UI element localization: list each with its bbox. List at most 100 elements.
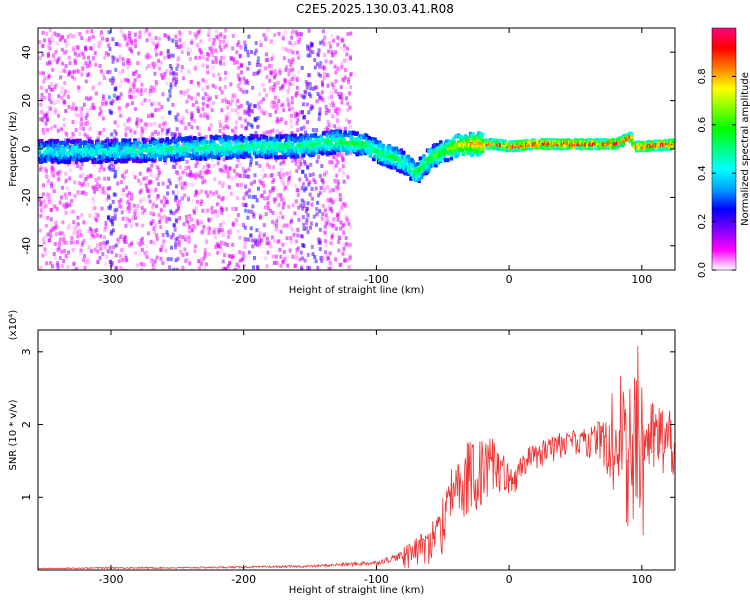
noise-speckle	[290, 42, 294, 47]
noise-speckle	[143, 98, 147, 103]
noise-speckle	[68, 61, 72, 66]
noise-speckle	[264, 110, 268, 115]
noise-speckle	[55, 60, 59, 65]
ridge-cell	[151, 150, 155, 155]
noise-speckle	[74, 61, 78, 66]
noise-speckle	[265, 236, 269, 241]
noise-speckle	[294, 255, 298, 260]
noise-speckle	[332, 165, 336, 170]
noise-speckle	[169, 257, 173, 262]
noise-speckle	[222, 169, 226, 174]
noise-speckle	[194, 193, 198, 198]
noise-speckle	[89, 249, 93, 254]
ridge-cell	[124, 159, 129, 164]
noise-speckle	[86, 183, 90, 188]
ridge-cell	[416, 162, 420, 167]
noise-speckle	[315, 212, 319, 217]
noise-speckle	[326, 83, 330, 88]
spectrogram	[38, 28, 675, 270]
ridge-cell	[397, 156, 401, 161]
noise-speckle	[102, 240, 106, 245]
ridge-cell	[556, 146, 560, 151]
noise-speckle	[330, 233, 334, 238]
noise-speckle	[184, 214, 188, 219]
noise-speckle	[208, 37, 212, 42]
ridge-cell	[503, 139, 508, 144]
noise-speckle	[175, 77, 179, 82]
noise-speckle	[224, 168, 228, 173]
noise-speckle	[318, 96, 322, 101]
noise-speckle	[298, 177, 302, 182]
ridge-cell	[308, 153, 313, 158]
noise-speckle	[324, 104, 328, 109]
noise-speckle	[216, 36, 220, 41]
noise-speckle	[218, 167, 222, 172]
ridge-cell	[355, 131, 359, 136]
noise-speckle	[99, 234, 103, 239]
noise-speckle	[273, 32, 277, 37]
noise-speckle	[128, 36, 132, 41]
noise-speckle	[193, 225, 197, 230]
noise-speckle	[347, 265, 351, 270]
noise-speckle	[307, 45, 311, 50]
noise-speckle	[348, 124, 352, 129]
ridge-cell	[165, 138, 169, 143]
noise-speckle	[148, 32, 152, 37]
ridge-cell	[65, 157, 69, 162]
noise-speckle	[219, 240, 223, 245]
ridge-cell	[202, 146, 207, 151]
noise-speckle	[283, 187, 287, 192]
noise-speckle	[343, 75, 347, 80]
noise-speckle	[57, 241, 61, 246]
noise-speckle	[169, 53, 173, 58]
noise-speckle	[140, 236, 144, 241]
ridge-cell	[81, 149, 86, 154]
noise-speckle	[160, 115, 164, 120]
noise-speckle	[247, 209, 251, 214]
noise-speckle	[207, 28, 211, 33]
noise-speckle	[315, 62, 319, 67]
noise-speckle	[271, 128, 275, 133]
noise-speckle	[97, 41, 101, 46]
noise-speckle	[140, 101, 144, 106]
noise-speckle	[158, 170, 162, 175]
noise-speckle	[54, 256, 58, 261]
noise-speckle	[289, 124, 293, 129]
noise-speckle	[282, 201, 286, 206]
noise-speckle	[57, 94, 61, 99]
noise-speckle	[256, 115, 260, 120]
noise-speckle	[312, 86, 316, 91]
noise-speckle	[69, 209, 73, 214]
noise-speckle	[126, 58, 130, 63]
noise-speckle	[123, 253, 127, 258]
noise-speckle	[315, 159, 319, 164]
noise-speckle	[183, 237, 187, 242]
noise-speckle	[88, 36, 92, 41]
noise-speckle	[308, 180, 312, 185]
noise-speckle	[64, 178, 68, 183]
noise-speckle	[162, 122, 166, 127]
noise-speckle	[135, 120, 139, 125]
noise-speckle	[66, 203, 70, 208]
ridge-cell	[117, 147, 122, 152]
ridge-cell	[237, 144, 241, 149]
ridge-cell	[443, 149, 448, 154]
noise-speckle	[293, 264, 297, 269]
noise-speckle	[232, 57, 236, 62]
noise-speckle	[316, 91, 320, 96]
noise-speckle	[332, 155, 336, 160]
ridge-cell	[436, 160, 441, 165]
ridge-cell	[333, 133, 338, 138]
noise-speckle	[197, 266, 201, 270]
noise-speckle	[266, 206, 270, 211]
noise-speckle	[275, 119, 279, 124]
noise-speckle	[310, 42, 314, 47]
noise-speckle	[318, 64, 322, 69]
noise-speckle	[120, 173, 124, 178]
noise-speckle	[59, 75, 63, 80]
noise-speckle	[78, 181, 82, 186]
ridge-cell	[143, 138, 148, 143]
ridge-cell	[209, 147, 214, 152]
noise-speckle	[301, 215, 305, 220]
noise-speckle	[113, 192, 117, 197]
